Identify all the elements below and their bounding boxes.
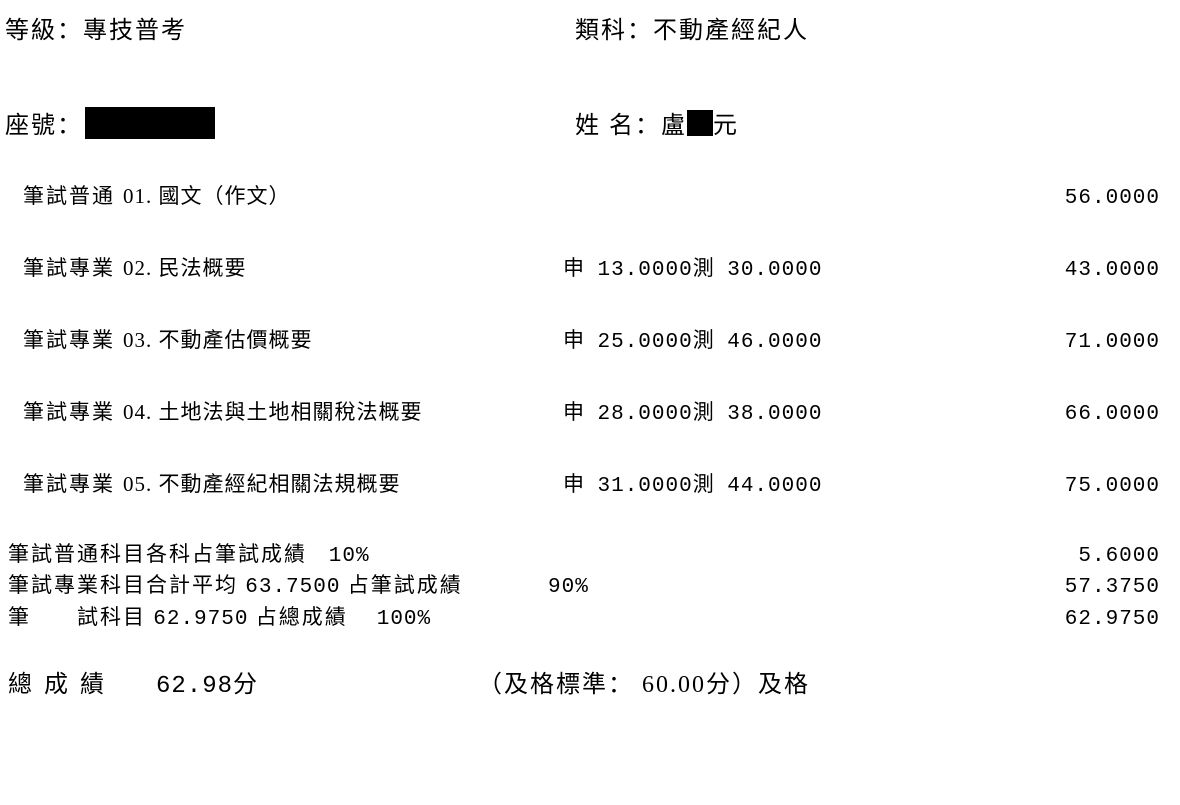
- ce-label: 測: [693, 328, 715, 352]
- category-value: 不動產經紀人: [653, 18, 809, 44]
- subject-name: 02. 民法概要: [123, 252, 563, 282]
- subject-category: 筆試專業: [23, 396, 123, 426]
- shen-label: 申: [563, 328, 585, 352]
- subject-scores: 申 13.0000測 30.0000: [563, 252, 883, 282]
- shen-label: 申: [563, 472, 585, 496]
- subject-category: 筆試專業: [23, 468, 123, 498]
- shen-label: 申: [563, 400, 585, 424]
- calc-line-1: 筆試普通科目各科占筆試成績 10% 5.6000: [5, 540, 1160, 571]
- calc1-value: 5.6000: [608, 542, 1160, 571]
- subject-name: 01. 國文（作文）: [123, 180, 563, 210]
- subject-total: 66.0000: [883, 403, 1160, 426]
- subject-name: 04. 土地法與土地相關稅法概要: [123, 396, 563, 426]
- score-report: 等級：專技普考 類科：不動產經紀人 座號： 姓 名：盧元 筆試普通 01. 國文…: [0, 0, 1180, 710]
- calc2-value: 57.3750: [608, 573, 1160, 602]
- calc3-label-a: 筆 試科目: [8, 605, 146, 629]
- level-label: 等級：: [5, 18, 83, 44]
- ce-score: 46.0000: [727, 331, 822, 354]
- subject-scores: 申 31.0000測 44.0000: [563, 468, 883, 498]
- subject-category: 筆試專業: [23, 324, 123, 354]
- calc-line-3: 筆 試科目 62.9750 占總成績 100% 62.9750: [5, 603, 1160, 634]
- final-row: 總成績 62.98分 （及格標準： 60.00分）及格: [5, 664, 1160, 700]
- seat-redacted: [85, 107, 215, 139]
- name-surname: 盧: [661, 105, 687, 140]
- subject-scores: 申 28.0000測 38.0000: [563, 396, 883, 426]
- ce-label: 測: [693, 472, 715, 496]
- level-field: 等級：專技普考: [5, 10, 575, 45]
- calc2-label-a: 筆試專業科目合計平均: [8, 573, 238, 597]
- ce-score: 44.0000: [727, 475, 822, 498]
- subject-category: 筆試專業: [23, 252, 123, 282]
- shen-score: 31.0000: [598, 475, 693, 498]
- subject-name: 03. 不動產估價概要: [123, 324, 563, 354]
- shen-score: 28.0000: [598, 403, 693, 426]
- subject-row: 筆試專業 04. 土地法與土地相關稅法概要 申 28.0000測 38.0000…: [5, 396, 1160, 426]
- subject-name: 05. 不動產經紀相關法規概要: [123, 468, 563, 498]
- calc-line-2: 筆試專業科目合計平均 63.7500 占筆試成績 90% 57.3750: [5, 571, 1160, 602]
- subject-row: 筆試專業 02. 民法概要 申 13.0000測 30.0000 43.0000: [5, 252, 1160, 282]
- calc-label: 筆試普通科目各科占筆試成績 10%: [8, 540, 548, 571]
- name-redacted: [687, 110, 713, 136]
- subject-category: 筆試普通: [23, 180, 123, 210]
- seat-label: 座號：: [5, 105, 83, 140]
- shen-label: 申: [563, 256, 585, 280]
- category-field: 類科：不動產經紀人: [575, 10, 809, 45]
- subject-total: 43.0000: [883, 259, 1160, 282]
- pass-standard: （及格標準： 60.00分）及格: [478, 664, 1160, 700]
- calc1-pct: 10%: [329, 545, 370, 568]
- calc2-avg: 63.7500: [245, 576, 340, 599]
- calc1-label: 筆試普通科目各科占筆試成績: [8, 542, 307, 566]
- level-value: 專技普考: [83, 18, 187, 44]
- shen-score: 25.0000: [598, 331, 693, 354]
- subject-total: 56.0000: [883, 187, 1160, 210]
- ce-label: 測: [693, 256, 715, 280]
- calc2-pct: 90%: [548, 573, 608, 602]
- calc3-pct: 100%: [377, 608, 431, 631]
- name-given: 元: [713, 105, 739, 140]
- subject-row: 筆試專業 03. 不動產估價概要 申 25.0000測 46.0000 71.0…: [5, 324, 1160, 354]
- ce-label: 測: [693, 400, 715, 424]
- shen-score: 13.0000: [598, 259, 693, 282]
- seat-field: 座號：: [5, 105, 575, 140]
- calc3-value: 62.9750: [608, 605, 1160, 634]
- calc3-score: 62.9750: [153, 608, 248, 631]
- final-value: 62.98分: [156, 673, 258, 700]
- info-row: 座號： 姓 名：盧元: [5, 105, 1160, 140]
- category-label: 類科：: [575, 18, 653, 44]
- final-label: 總成績: [8, 672, 116, 698]
- calc-label: 筆 試科目 62.9750 占總成績 100%: [8, 603, 548, 634]
- calc2-label-b: 占筆試成績: [348, 573, 463, 597]
- subject-scores: 申 25.0000測 46.0000: [563, 324, 883, 354]
- final-score: 總成績 62.98分: [8, 664, 478, 700]
- subject-total: 75.0000: [883, 475, 1160, 498]
- ce-score: 38.0000: [727, 403, 822, 426]
- subject-row: 筆試專業 05. 不動產經紀相關法規概要 申 31.0000測 44.0000 …: [5, 468, 1160, 498]
- ce-score: 30.0000: [727, 259, 822, 282]
- calc3-label-b: 占總成績: [256, 605, 348, 629]
- subject-total: 71.0000: [883, 331, 1160, 354]
- subject-row: 筆試普通 01. 國文（作文） 56.0000: [5, 180, 1160, 210]
- name-field: 姓 名：盧元: [575, 105, 739, 140]
- name-label: 姓 名：: [575, 105, 661, 140]
- calc-label: 筆試專業科目合計平均 63.7500 占筆試成績: [8, 571, 548, 602]
- header-row: 等級：專技普考 類科：不動產經紀人: [5, 10, 1160, 45]
